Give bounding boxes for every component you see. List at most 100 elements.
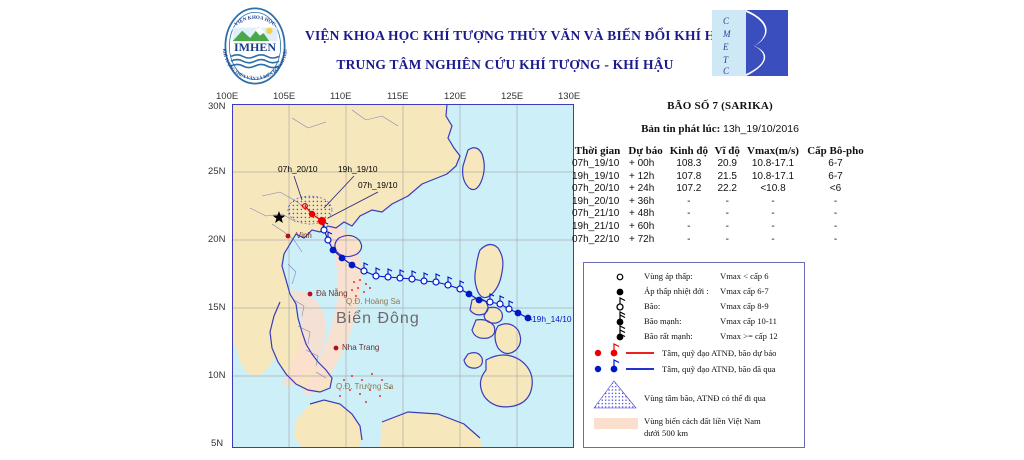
cell-lat: 22.2	[717, 183, 737, 195]
col-header-leadtime: Dự báo	[628, 145, 663, 157]
map-legend: Vùng áp thấp: Vmax < cấp 6 Áp thấp nhiệt…	[583, 262, 805, 448]
cell-leadtime: + 12h	[629, 170, 655, 182]
table-row: 07h_19/10 + 00h 108.3 20.9 10.8-17.1 6-7	[570, 158, 868, 171]
cell-time: 07h_22/10	[572, 233, 620, 245]
cell-beaufort: -	[833, 233, 838, 245]
very-strong-storm-icon	[619, 325, 626, 338]
table-row: 07h_21/10 + 48h - - - -	[570, 208, 868, 221]
cell-lon: -	[687, 195, 691, 207]
coast-zone-swatch	[594, 418, 638, 429]
legend-cone-label: Vùng tâm bão, ATNĐ có thể đi qua	[644, 393, 766, 403]
table-row: 07h_20/10 + 24h 107.2 22.2 <10.8 <6	[570, 183, 868, 196]
sea-label-bien-dong: Biển Đông	[336, 310, 420, 327]
map-canvas[interactable]	[232, 104, 574, 448]
cell-time: 07h_19/10	[572, 158, 620, 169]
lat-tick-30N: 30N	[208, 101, 226, 112]
legend-vmax-2: Vmax cấp 8-9	[720, 301, 769, 311]
past-track-markers	[318, 217, 532, 322]
cell-vmax: -	[771, 208, 775, 220]
cell-lon: 108.3	[676, 158, 702, 169]
lat-tick-5N: 5N	[211, 438, 224, 449]
cell-beaufort: 6-7	[828, 170, 843, 182]
cell-lat: -	[725, 208, 729, 220]
place-label-vinh: Vinh	[296, 231, 312, 240]
cell-beaufort: -	[833, 220, 838, 232]
cell-vmax: -	[771, 220, 775, 232]
tropical-depression-icon	[616, 288, 624, 296]
city-dot-nhatrang	[333, 345, 339, 351]
lat-tick-10N: 10N	[208, 370, 226, 381]
table-row: 19h_20/10 + 36h - - - -	[570, 196, 868, 209]
cell-lon: 107.2	[676, 183, 702, 195]
forecast-table: Thời gian Dự báo Kinh độ Vĩ độ Vmax(m/s)…	[570, 145, 868, 246]
cell-time: 19h_20/10	[572, 195, 620, 207]
lon-tick-130E: 130E	[558, 91, 581, 102]
cell-lon: 107.8	[676, 170, 702, 182]
legend-vmax-3: Vmax cấp 10-11	[720, 316, 777, 326]
cell-leadtime: + 24h	[629, 183, 655, 195]
low-pressure-icon	[616, 273, 624, 281]
lat-tick-20N: 20N	[208, 234, 226, 245]
cell-leadtime: + 00h	[629, 158, 655, 169]
cell-lon: -	[687, 208, 691, 220]
legend-name-2: Bão:	[644, 301, 661, 311]
cell-time: 19h_21/10	[572, 220, 620, 232]
storm-icon	[619, 297, 626, 304]
table-row: 07h_22/10 + 72h - - - -	[570, 234, 868, 247]
emetc-letter-e: E	[722, 42, 729, 52]
cell-vmax: -	[771, 233, 775, 245]
cell-lat: 20.9	[717, 158, 737, 169]
legend-symbols	[593, 273, 654, 409]
cell-leadtime: + 48h	[629, 208, 655, 220]
table-row: 19h_19/10 + 12h 107.8 21.5 10.8-17.1 6-7	[570, 171, 868, 184]
emetc-letter-c2: C	[723, 66, 730, 76]
annotation-19h-19-10: 19h_19/10	[338, 164, 378, 174]
place-label-da-nang: Đà Nẵng	[316, 289, 348, 298]
organization-subtitle: TRUNG TÂM NGHIÊN CỨU KHÍ TƯỢNG - KHÍ HẬU	[336, 57, 674, 72]
legend-vmax-1: Vmax cấp 6-7	[720, 286, 769, 296]
strong-storm-icon	[619, 311, 626, 319]
col-header-vmax: Vmax(m/s)	[747, 145, 799, 157]
cell-lon: -	[687, 220, 691, 232]
legend-vmax-0: Vmax < cấp 6	[720, 271, 769, 281]
issue-line: Bản tin phát lúc: 13h_19/10/2016	[570, 123, 870, 135]
cell-beaufort: -	[833, 195, 838, 207]
place-label-truong-sa: Q.Đ. Trường Sa	[336, 382, 394, 391]
capital-star-icon	[272, 211, 286, 223]
cell-beaufort: <6	[829, 183, 842, 195]
cell-vmax: 10.8-17.1	[751, 158, 795, 169]
legend-name-4: Bão rất mạnh:	[644, 331, 693, 341]
forecast-panel: BÃO SỐ 7 (SARIKA) Bản tin phát lúc: 13h_…	[570, 100, 870, 246]
table-row: 19h_21/10 + 60h - - - -	[570, 221, 868, 234]
cell-vmax: -	[771, 195, 775, 207]
cone-swatch-icon	[593, 380, 637, 409]
col-header-lon: Kinh độ	[669, 145, 708, 157]
lon-tick-125E: 125E	[501, 91, 524, 102]
legend-past-track-label: Tâm, quỹ đạo ATNĐ, bão đã qua	[662, 364, 776, 374]
col-header-lat: Vĩ độ	[714, 145, 740, 157]
cell-leadtime: + 72h	[629, 233, 655, 245]
cell-lat: -	[725, 220, 729, 232]
issue-label: Bản tin phát lúc:	[641, 123, 721, 135]
issue-value: 13h_19/10/2016	[723, 123, 799, 135]
lon-tick-110E: 110E	[330, 91, 352, 102]
table-header-row: Thời gian Dự báo Kinh độ Vĩ độ Vmax(m/s)…	[570, 145, 868, 158]
cell-leadtime: + 60h	[629, 220, 655, 232]
legend-name-1: Áp thấp nhiệt đới :	[644, 286, 709, 296]
emetc-letter-m: M	[722, 29, 731, 39]
imhen-logo-text: IMHEN	[234, 40, 276, 54]
legend-name-0: Vùng áp thấp:	[644, 271, 693, 281]
lat-tick-15N: 15N	[208, 302, 226, 313]
emetc-logo: C M E T C	[712, 10, 788, 76]
legend-vmax-4: Vmax >= cấp 12	[720, 331, 778, 341]
cell-vmax: 10.8-17.1	[751, 170, 795, 182]
page-header: IMHEN VIỆN KHOA HỌC KHÍ TƯỢNG THỦY VĂN V…	[0, 0, 1024, 90]
past-dot-icon	[594, 365, 602, 373]
emetc-letter-c1: C	[723, 16, 730, 26]
lon-tick-120E: 120E	[444, 91, 467, 102]
cell-time: 07h_21/10	[572, 208, 620, 220]
storm-title: BÃO SỐ 7 (SARIKA)	[667, 100, 773, 112]
lon-tick-115E: 115E	[387, 91, 409, 102]
storm-track-map[interactable]: 100E 105E 110E 115E 120E 125E 130E 30N 2…	[208, 91, 580, 449]
annotation-07h-20-10: 07h_20/10	[278, 164, 318, 174]
